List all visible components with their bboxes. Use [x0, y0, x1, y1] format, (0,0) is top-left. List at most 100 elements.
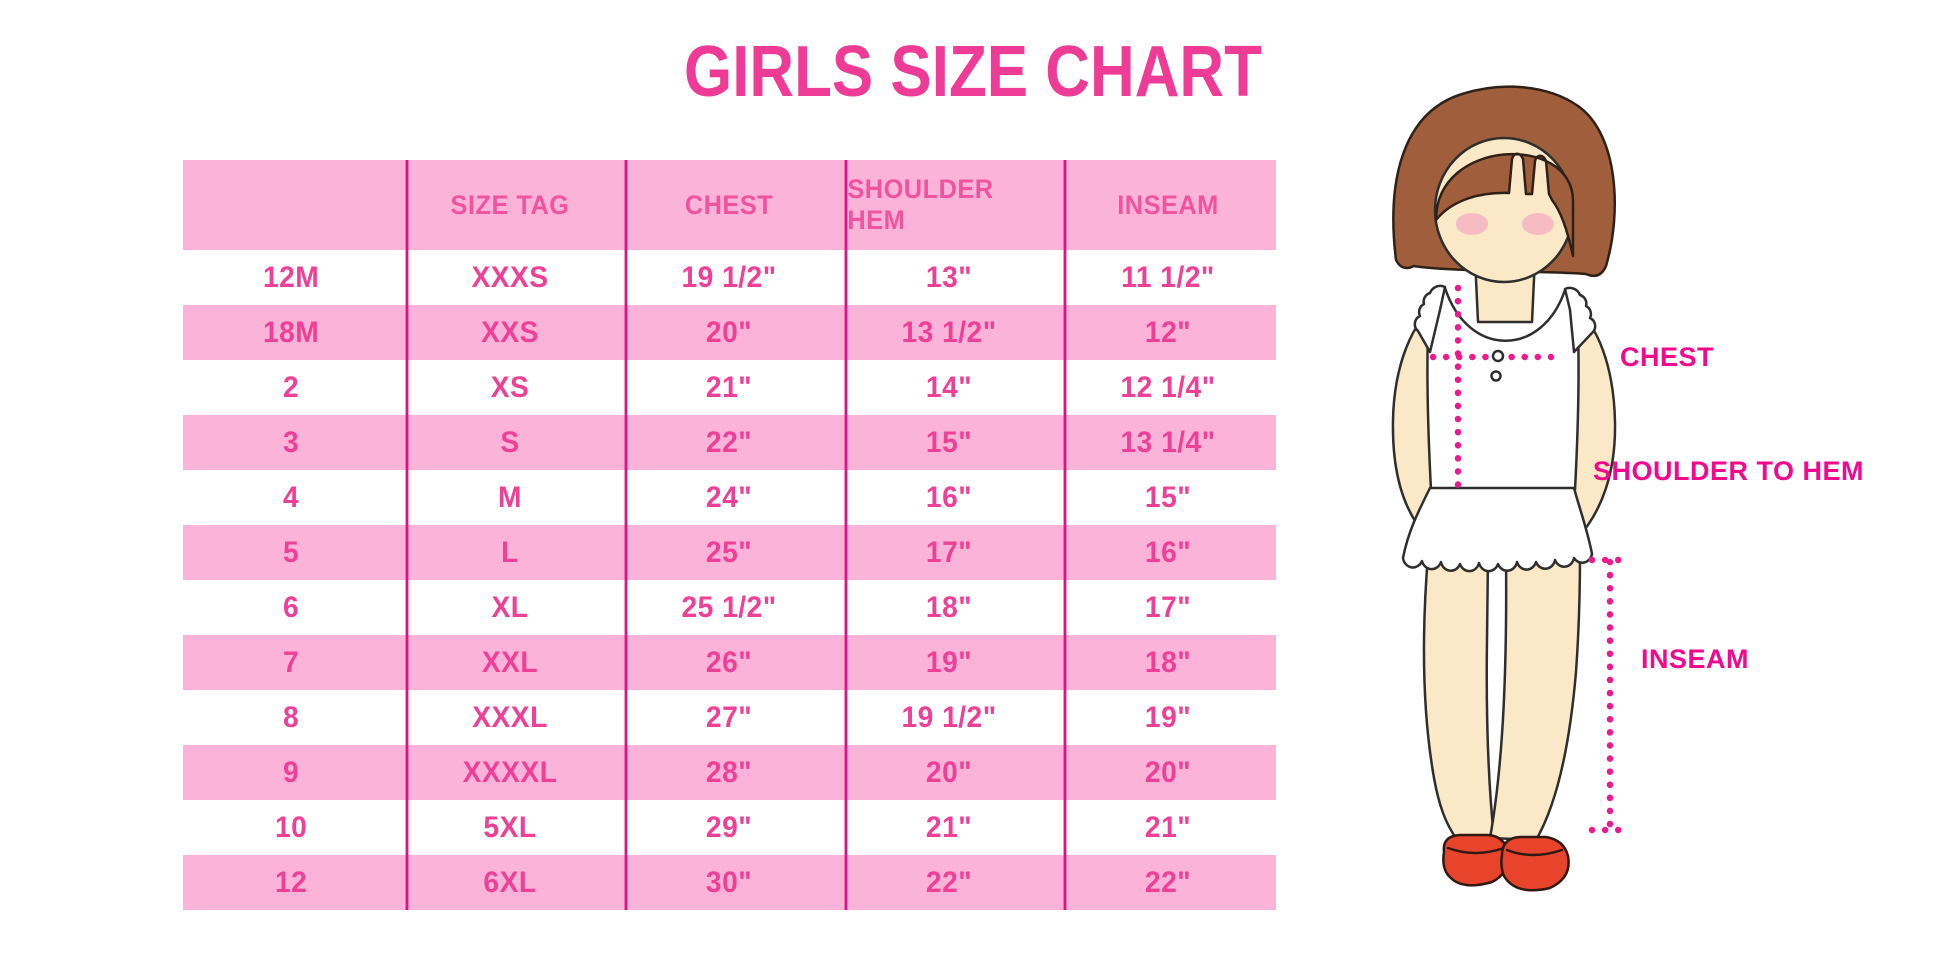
size-table: SIZE TAG CHEST SHOULDER HEM INSEAM 12M XXXS 19… — [183, 160, 1276, 910]
girl-leg-right — [1488, 553, 1582, 842]
table-cell: 13 1/4" — [1063, 415, 1269, 470]
table-cell: 3 — [283, 425, 300, 459]
girl-shoe-right-strap — [1505, 848, 1564, 857]
table-cell: 4 — [283, 480, 300, 514]
header-cell: CHEST — [624, 160, 831, 250]
table-cell: 19" — [1063, 690, 1269, 745]
table-row: 6 XL 25 1/2" 18" 17" — [183, 580, 1276, 635]
girl-skirt — [1401, 486, 1594, 573]
girl-ruffle-right — [1563, 286, 1597, 354]
girl-shoe-left-strap — [1446, 846, 1506, 855]
table-cell: 20" — [844, 745, 1050, 800]
table-cell: 6 — [283, 590, 300, 624]
table-row: 8 XXXL 27" 19 1/2" 19" — [183, 690, 1276, 745]
inseam-label: INSEAM — [1641, 644, 1750, 674]
blouse-button-bottom — [1490, 370, 1502, 382]
table-cell: 18M — [262, 315, 320, 349]
table-cell: 16" — [1063, 525, 1269, 580]
girl-shoe-right — [1500, 835, 1570, 892]
table-cell: 21" — [624, 360, 831, 415]
header-cell: INSEAM — [1063, 160, 1269, 250]
table-cell: 15" — [1063, 470, 1269, 525]
table-cell: 25" — [624, 525, 831, 580]
table-cell: 12 — [274, 865, 308, 899]
girl-bangs — [1434, 152, 1575, 258]
table-row: 5 L 25" 17" 16" — [183, 525, 1276, 580]
table-header-row: SIZE TAG CHEST SHOULDER HEM INSEAM — [183, 160, 1276, 250]
header-cell — [189, 160, 392, 250]
chest-label: CHEST — [1620, 342, 1715, 372]
table-cell: XXL — [405, 635, 612, 690]
girl-leg-left — [1422, 553, 1496, 840]
table-cell: 18" — [1063, 635, 1269, 690]
girl-ruffle-left — [1413, 284, 1447, 354]
table-cell: 6XL — [405, 855, 612, 910]
table-cell: XXS — [405, 305, 612, 360]
table-cell: 19 1/2" — [844, 690, 1050, 745]
table-cell: 10 — [274, 810, 308, 844]
table-cell: 17" — [844, 525, 1050, 580]
table-cell: 8 — [283, 700, 300, 734]
header-cell: SIZE TAG — [405, 160, 612, 250]
table-cell: 24" — [624, 470, 831, 525]
table-cell: 22" — [844, 855, 1050, 910]
girl-blush-left — [1456, 213, 1488, 235]
table-row: 2 XS 21" 14" 12 1/4" — [183, 360, 1276, 415]
girl-blush-right — [1522, 213, 1554, 235]
table-cell: S — [405, 415, 612, 470]
table-cell: 19" — [844, 635, 1050, 690]
table-cell: XS — [405, 360, 612, 415]
table-cell: 22" — [1063, 855, 1269, 910]
table-row: 4 M 24" 16" 15" — [183, 470, 1276, 525]
table-cell: 12" — [1063, 305, 1269, 360]
table-cell: 30" — [624, 855, 831, 910]
table-cell: 16" — [844, 470, 1050, 525]
table-cell: XL — [405, 580, 612, 635]
table-cell: 5XL — [405, 800, 612, 855]
table-cell: 12M — [262, 260, 320, 294]
header-cell: SHOULDER HEM — [844, 160, 1050, 250]
table-cell: 26" — [624, 635, 831, 690]
table-cell: 29" — [624, 800, 831, 855]
table-cell: XXXL — [405, 690, 612, 745]
table-cell: M — [405, 470, 612, 525]
table-row: 12M XXXS 19 1/2" 13" 11 1/2" — [183, 250, 1276, 305]
table-cell: 25 1/2" — [624, 580, 831, 635]
table-cell: 15" — [844, 415, 1050, 470]
girl-illustration — [1391, 85, 1633, 892]
blouse-button-top — [1491, 349, 1505, 363]
table-row: 10 5XL 29" 21" 21" — [183, 800, 1276, 855]
table-cell: XXXS — [405, 250, 612, 305]
table-row: 18M XXS 20" 13 1/2" 12" — [183, 305, 1276, 360]
table-cell: 27" — [624, 690, 831, 745]
table-cell: 21" — [1063, 800, 1269, 855]
table-cell: 22" — [624, 415, 831, 470]
page-title: GIRLS SIZE CHART — [684, 32, 1262, 112]
table-cell: 7 — [283, 645, 300, 679]
table-cell: 21" — [844, 800, 1050, 855]
table-cell: 20" — [624, 305, 831, 360]
table-cell: 5 — [283, 535, 300, 569]
table-row: 3 S 22" 15" 13 1/4" — [183, 415, 1276, 470]
table-cell: L — [405, 525, 612, 580]
table-cell: 13 1/2" — [844, 305, 1050, 360]
girl-blouse — [1426, 286, 1580, 492]
table-cell: 2 — [283, 370, 300, 404]
table-row: 7 XXL 26" 19" 18" — [183, 635, 1276, 690]
table-cell: 28" — [624, 745, 831, 800]
table-cell: 19 1/2" — [624, 250, 831, 305]
table-row: 12 6XL 30" 22" 22" — [183, 855, 1276, 910]
table-cell: 12 1/4" — [1063, 360, 1269, 415]
table-row: 9 XXXXL 28" 20" 20" — [183, 745, 1276, 800]
table-cell: 11 1/2" — [1063, 250, 1269, 305]
shoulder-to-hem-label: SHOULDER TO HEM — [1593, 456, 1865, 486]
girl-shoe-left — [1442, 833, 1510, 887]
table-cell: 14" — [844, 360, 1050, 415]
table-cell: 9 — [283, 755, 300, 789]
table-cell: XXXXL — [405, 745, 612, 800]
table-cell: 17" — [1063, 580, 1269, 635]
table-cell: 13" — [844, 250, 1050, 305]
table-cell: 20" — [1063, 745, 1269, 800]
table-cell: 18" — [844, 580, 1050, 635]
